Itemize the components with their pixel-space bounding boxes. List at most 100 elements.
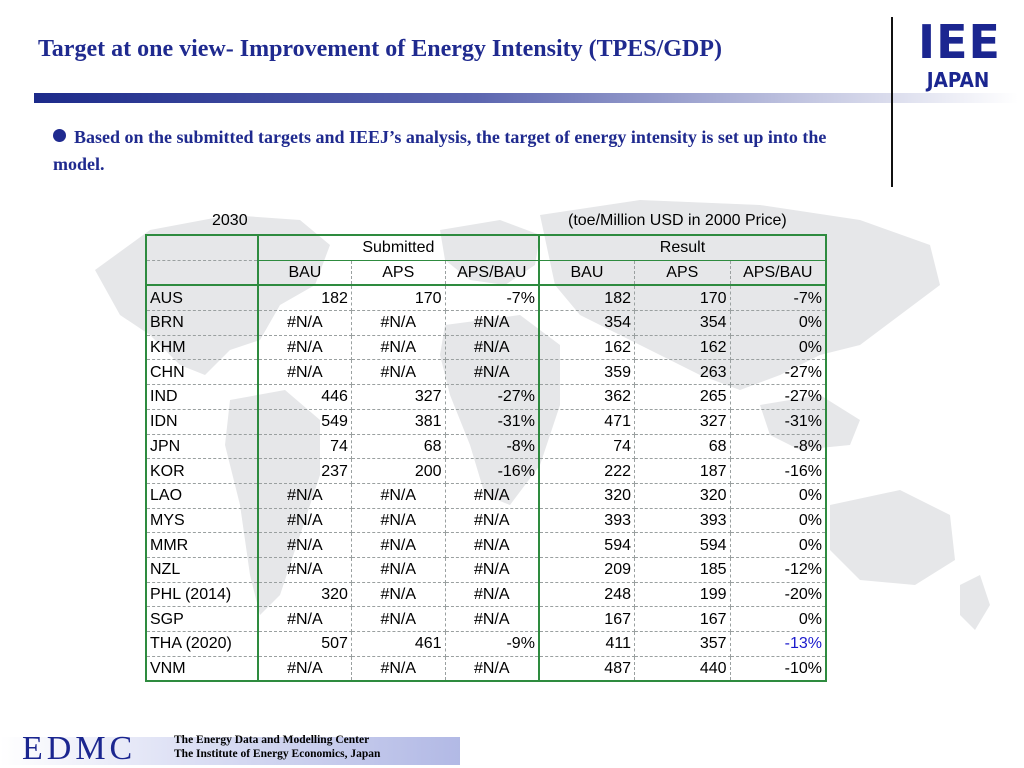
cell-result-aps: 185 — [634, 556, 731, 583]
cell-submitted-aps: #N/A — [350, 655, 446, 683]
unit-label: (toe/Million USD in 2000 Price) — [568, 212, 787, 229]
cell-submitted-aps-bau: #N/A — [444, 482, 540, 509]
table-row: VNM #N/A #N/A #N/A 487 440 -10% — [145, 655, 827, 683]
cell-submitted-aps-bau: -27% — [444, 384, 540, 410]
cell-submitted-aps: #N/A — [350, 556, 446, 583]
cell-submitted-aps: 200 — [350, 458, 446, 484]
cell-result-aps: 594 — [634, 532, 731, 558]
cell-submitted-aps: #N/A — [350, 310, 446, 336]
cell-submitted-bau: 549 — [256, 408, 352, 435]
group-header-submitted: Submitted — [256, 233, 540, 261]
col-header-submitted-aps: APS — [350, 259, 446, 287]
cell-result-aps-bau: 0% — [729, 532, 827, 558]
cell-result-aps-bau: -12% — [729, 556, 827, 583]
cell-submitted-bau: 74 — [256, 433, 352, 460]
cell-result-bau: 167 — [537, 606, 635, 632]
bullet-dot-icon — [53, 129, 66, 142]
cell-submitted-aps: 170 — [350, 284, 446, 312]
bullet-text: Based on the submitted targets and IEEJ’… — [53, 127, 827, 174]
table-row: PHL (2014) 320 #N/A #N/A 248 199 -20% — [145, 581, 827, 608]
cell-result-aps: 263 — [634, 359, 731, 386]
cell-country: THA (2020) — [145, 631, 259, 657]
table-row: MMR #N/A #N/A #N/A 594 594 0% — [145, 532, 827, 558]
cell-result-bau: 471 — [537, 408, 635, 435]
cell-submitted-aps-bau: #N/A — [444, 556, 540, 583]
edmc-subtitle-line2: The Institute of Energy Economics, Japan — [174, 748, 381, 760]
cell-submitted-aps-bau: #N/A — [444, 310, 540, 336]
col-header-result-aps: APS — [634, 259, 731, 287]
cell-result-aps-bau: -27% — [729, 384, 827, 410]
footer: EDMC The Energy Data and Modelling Cente… — [0, 725, 1024, 768]
cell-result-bau: 248 — [537, 581, 635, 608]
page-title: Target at one view- Improvement of Energ… — [38, 36, 722, 62]
table-row: JPN 74 68 -8% 74 68 -8% — [145, 433, 827, 460]
cell-result-bau: 222 — [537, 458, 635, 484]
cell-result-bau: 354 — [537, 310, 635, 336]
year-label: 2030 — [212, 212, 248, 229]
cell-submitted-aps-bau: #N/A — [444, 359, 540, 386]
table-row: SGP #N/A #N/A #N/A 167 167 0% — [145, 606, 827, 632]
cell-submitted-aps: #N/A — [350, 482, 446, 509]
cell-result-bau: 162 — [537, 334, 635, 361]
logo-ieej-text: IEE — [918, 15, 1001, 69]
cell-result-bau: 74 — [537, 433, 635, 460]
col-header-submitted-aps-bau: APS/BAU — [444, 259, 540, 287]
cell-result-aps: 199 — [634, 581, 731, 608]
cell-submitted-bau: #N/A — [256, 606, 352, 632]
cell-submitted-bau: 507 — [256, 631, 352, 657]
table-row: IND 446 327 -27% 362 265 -27% — [145, 384, 827, 410]
cell-result-bau: 182 — [537, 284, 635, 312]
cell-submitted-bau: 446 — [256, 384, 352, 410]
cell-result-aps: 327 — [634, 408, 731, 435]
vertical-divider — [891, 17, 893, 187]
cell-submitted-aps-bau: #N/A — [444, 606, 540, 632]
cell-submitted-aps-bau: #N/A — [444, 507, 540, 534]
cell-result-aps-bau: 0% — [729, 507, 827, 534]
cell-submitted-aps-bau: -7% — [444, 284, 540, 312]
footer-band — [0, 737, 460, 765]
cell-result-aps: 393 — [634, 507, 731, 534]
cell-result-aps-bau: 0% — [729, 310, 827, 336]
table-row: KOR 237 200 -16% 222 187 -16% — [145, 458, 827, 484]
cell-submitted-aps: #N/A — [350, 359, 446, 386]
cell-result-bau: 359 — [537, 359, 635, 386]
cell-result-aps: 162 — [634, 334, 731, 361]
cell-result-bau: 362 — [537, 384, 635, 410]
cell-result-aps-bau: -10% — [729, 655, 827, 683]
cell-result-bau: 320 — [537, 482, 635, 509]
cell-result-aps-bau: -7% — [729, 284, 827, 312]
cell-country: MYS — [145, 507, 259, 534]
cell-result-bau: 393 — [537, 507, 635, 534]
cell-country: IND — [145, 384, 259, 410]
cell-submitted-aps: #N/A — [350, 606, 446, 632]
cell-submitted-aps-bau: -8% — [444, 433, 540, 460]
cell-submitted-aps-bau: #N/A — [444, 334, 540, 361]
cell-country: VNM — [145, 655, 259, 683]
cell-submitted-aps-bau: -31% — [444, 408, 540, 435]
cell-country: SGP — [145, 606, 259, 632]
cell-submitted-aps: 327 — [350, 384, 446, 410]
cell-result-aps: 320 — [634, 482, 731, 509]
cell-result-aps-bau: -13% — [729, 631, 827, 657]
cell-result-aps: 167 — [634, 606, 731, 632]
table-row: THA (2020) 507 461 -9% 411 357 -13% — [145, 631, 827, 657]
edmc-subtitle-line1: The Energy Data and Modelling Center — [174, 734, 370, 746]
cell-submitted-aps: 461 — [350, 631, 446, 657]
cell-submitted-bau: #N/A — [256, 482, 352, 509]
edmc-logo: EDMC — [22, 730, 137, 767]
table-group-header-row: Submitted Result — [145, 233, 828, 261]
cell-submitted-aps: 381 — [350, 408, 446, 435]
logo-japan-text: JAPAN — [926, 68, 990, 92]
cell-country: LAO — [145, 482, 259, 509]
table-row: BRN #N/A #N/A #N/A 354 354 0% — [145, 310, 827, 336]
cell-country: MMR — [145, 532, 259, 558]
header-corner-cell — [145, 233, 259, 261]
cell-submitted-bau: #N/A — [256, 507, 352, 534]
group-header-result: Result — [537, 233, 828, 261]
table-column-header-row: BAU APS APS/BAU BAU APS APS/BAU — [145, 259, 827, 287]
cell-submitted-aps-bau: #N/A — [444, 581, 540, 608]
cell-result-aps-bau: -16% — [729, 458, 827, 484]
cell-result-aps-bau: 0% — [729, 482, 827, 509]
cell-result-bau: 209 — [537, 556, 635, 583]
cell-result-aps-bau: -8% — [729, 433, 827, 460]
